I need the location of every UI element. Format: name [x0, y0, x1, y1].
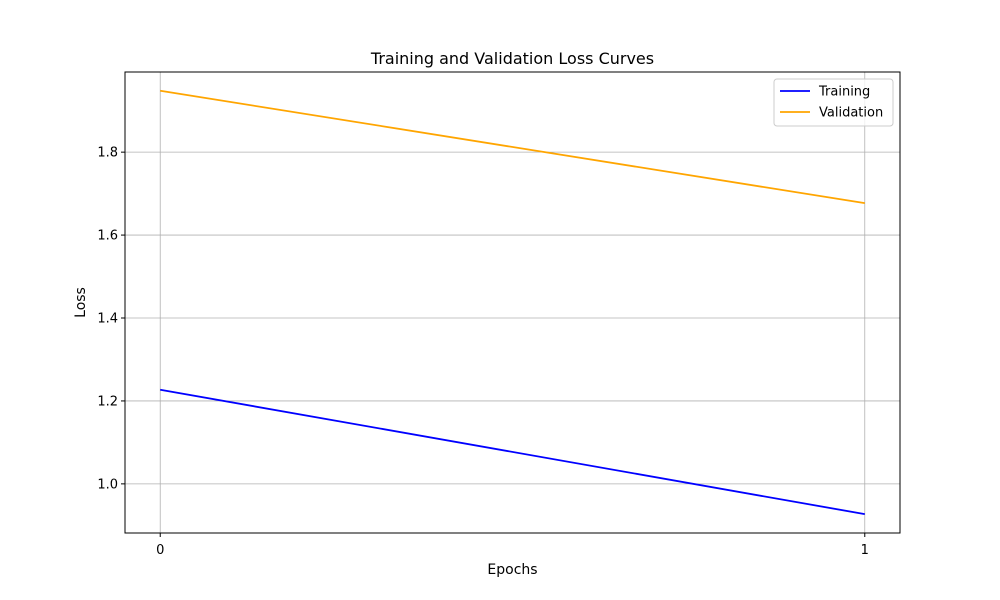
series-lines	[160, 89, 865, 516]
legend-label-validation: Validation	[819, 106, 883, 121]
series-line-validation	[160, 89, 865, 205]
y-axis-label: Loss	[73, 287, 89, 318]
y-tick-label: 1.6	[97, 229, 118, 244]
legend: Training Validation	[773, 78, 894, 127]
y-tick-label: 1.8	[97, 146, 118, 161]
plot-area-frame	[124, 71, 901, 534]
x-axis-label: Epochs	[487, 562, 537, 578]
series-line-training	[160, 388, 865, 516]
y-tick-label: 1.4	[97, 312, 118, 327]
grid	[125, 72, 900, 533]
x-tick-label: 0	[156, 543, 164, 558]
y-tick-label: 1.2	[97, 394, 118, 409]
legend-label-training: Training	[818, 85, 870, 100]
y-tick-label: 1.0	[97, 477, 118, 492]
chart-title: Training and Validation Loss Curves	[370, 49, 654, 68]
x-tick-label: 1	[861, 543, 869, 558]
axis-ticks: 1.0 1.2 1.4 1.6 1.8 0 1	[97, 146, 869, 558]
